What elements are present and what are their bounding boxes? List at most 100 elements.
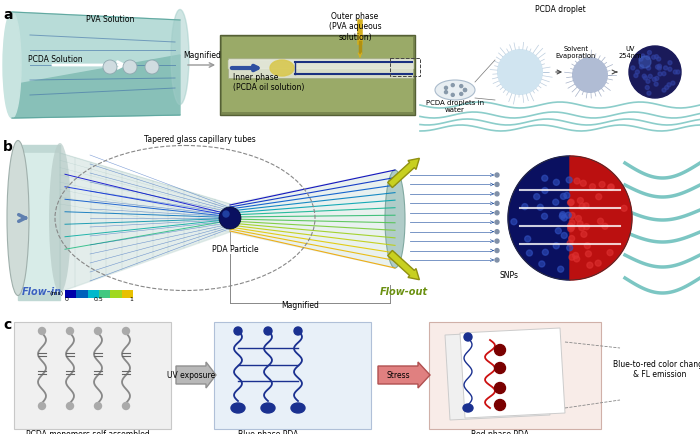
Text: c: c: [3, 318, 11, 332]
Text: SNPs: SNPs: [500, 271, 519, 280]
Circle shape: [566, 212, 571, 218]
Circle shape: [264, 327, 272, 335]
Circle shape: [542, 187, 548, 194]
Text: PCDA monomers self-assembled: PCDA monomers self-assembled: [26, 430, 150, 434]
Circle shape: [497, 49, 543, 95]
Circle shape: [647, 66, 650, 70]
Polygon shape: [18, 153, 60, 292]
Ellipse shape: [463, 404, 473, 412]
Circle shape: [452, 84, 454, 87]
Circle shape: [526, 250, 533, 256]
Circle shape: [574, 178, 580, 184]
FancyBboxPatch shape: [429, 322, 601, 429]
Bar: [228, 58, 413, 78]
Circle shape: [589, 184, 596, 190]
Text: Blue phase PDA
with planar backbone structure: Blue phase PDA with planar backbone stru…: [208, 430, 328, 434]
Circle shape: [38, 402, 46, 410]
FancyArrow shape: [388, 158, 419, 187]
Ellipse shape: [270, 60, 294, 76]
Circle shape: [668, 67, 672, 71]
Circle shape: [38, 328, 46, 335]
Circle shape: [511, 219, 517, 225]
Circle shape: [636, 70, 639, 74]
Polygon shape: [18, 145, 60, 153]
Circle shape: [646, 56, 650, 59]
Bar: [99, 290, 111, 298]
Circle shape: [569, 212, 575, 218]
Circle shape: [495, 182, 499, 187]
Circle shape: [662, 88, 666, 92]
Circle shape: [648, 50, 652, 55]
Circle shape: [561, 233, 567, 238]
Circle shape: [525, 236, 531, 242]
Circle shape: [495, 201, 499, 205]
Ellipse shape: [385, 170, 405, 268]
Circle shape: [655, 65, 659, 69]
Circle shape: [645, 85, 650, 89]
Circle shape: [652, 77, 657, 82]
FancyArrow shape: [388, 250, 419, 280]
Circle shape: [542, 249, 548, 255]
Circle shape: [561, 193, 566, 199]
Ellipse shape: [171, 10, 189, 105]
Circle shape: [574, 256, 580, 262]
Text: UV exposure: UV exposure: [167, 371, 215, 379]
Circle shape: [667, 83, 671, 87]
Text: Inner phase
(PCDA oil solution): Inner phase (PCDA oil solution): [233, 72, 304, 92]
Circle shape: [631, 66, 635, 70]
Circle shape: [494, 362, 505, 374]
Circle shape: [542, 175, 547, 181]
Circle shape: [639, 57, 643, 61]
Circle shape: [494, 382, 505, 394]
Circle shape: [463, 89, 466, 92]
Circle shape: [572, 57, 608, 93]
Circle shape: [641, 54, 645, 58]
Circle shape: [634, 74, 638, 78]
Text: 0.5: 0.5: [94, 297, 104, 302]
FancyBboxPatch shape: [214, 322, 371, 429]
Circle shape: [495, 220, 499, 224]
Text: Tapered glass capillary tubes: Tapered glass capillary tubes: [144, 135, 256, 144]
Circle shape: [568, 199, 574, 205]
FancyArrow shape: [378, 362, 430, 388]
Circle shape: [558, 266, 564, 272]
Circle shape: [495, 230, 499, 233]
Ellipse shape: [3, 12, 21, 118]
Circle shape: [559, 213, 566, 219]
Circle shape: [566, 177, 572, 183]
Circle shape: [608, 184, 614, 191]
Circle shape: [642, 74, 646, 78]
Ellipse shape: [231, 403, 245, 413]
Circle shape: [568, 226, 574, 232]
Circle shape: [676, 70, 680, 74]
Circle shape: [560, 212, 566, 217]
Circle shape: [122, 402, 130, 410]
Circle shape: [123, 60, 137, 74]
Circle shape: [444, 86, 447, 89]
Bar: [88, 290, 99, 298]
Text: 1: 1: [129, 297, 133, 302]
Circle shape: [579, 203, 585, 209]
Circle shape: [621, 205, 627, 211]
Circle shape: [495, 192, 499, 196]
Text: PCDA droplets in
water: PCDA droplets in water: [426, 100, 484, 113]
Text: PCDA Solution: PCDA Solution: [28, 56, 83, 65]
Circle shape: [643, 76, 648, 80]
Circle shape: [598, 218, 603, 224]
Circle shape: [234, 327, 242, 335]
Bar: [76, 290, 88, 298]
Text: Stress: Stress: [386, 371, 410, 379]
Circle shape: [538, 204, 543, 210]
Circle shape: [569, 220, 575, 226]
Polygon shape: [60, 153, 230, 292]
Circle shape: [573, 253, 579, 258]
Text: Flow-in: Flow-in: [22, 287, 62, 297]
Text: PCDA droplet: PCDA droplet: [535, 5, 585, 14]
Circle shape: [223, 211, 229, 217]
Circle shape: [602, 223, 608, 229]
Circle shape: [577, 221, 583, 227]
Circle shape: [568, 224, 575, 230]
Circle shape: [554, 179, 559, 185]
Circle shape: [629, 46, 681, 98]
Circle shape: [568, 200, 573, 206]
